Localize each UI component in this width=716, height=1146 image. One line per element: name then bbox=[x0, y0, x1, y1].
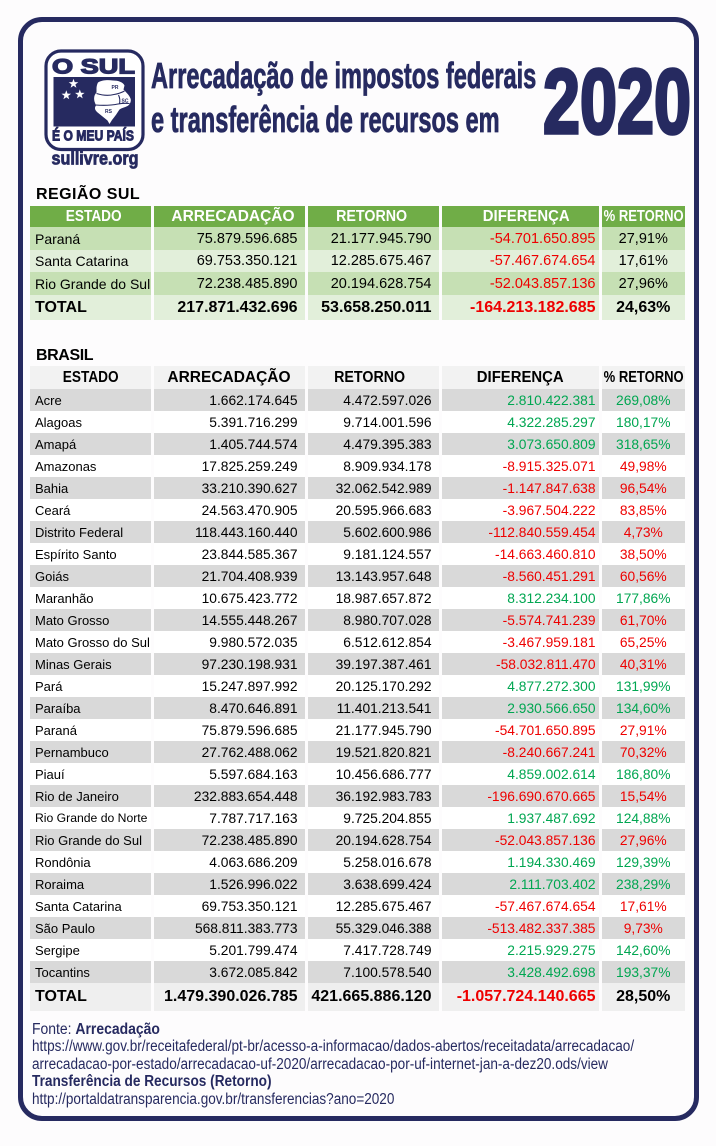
svg-text:É O MEU PAÍS: É O MEU PAÍS bbox=[52, 128, 134, 145]
svg-text:PR: PR bbox=[112, 85, 119, 91]
svg-text:SC: SC bbox=[122, 99, 129, 105]
svg-text:RS: RS bbox=[105, 109, 113, 115]
svg-text:O SUL: O SUL bbox=[52, 55, 135, 79]
svg-text:sullivre.org: sullivre.org bbox=[52, 149, 139, 169]
